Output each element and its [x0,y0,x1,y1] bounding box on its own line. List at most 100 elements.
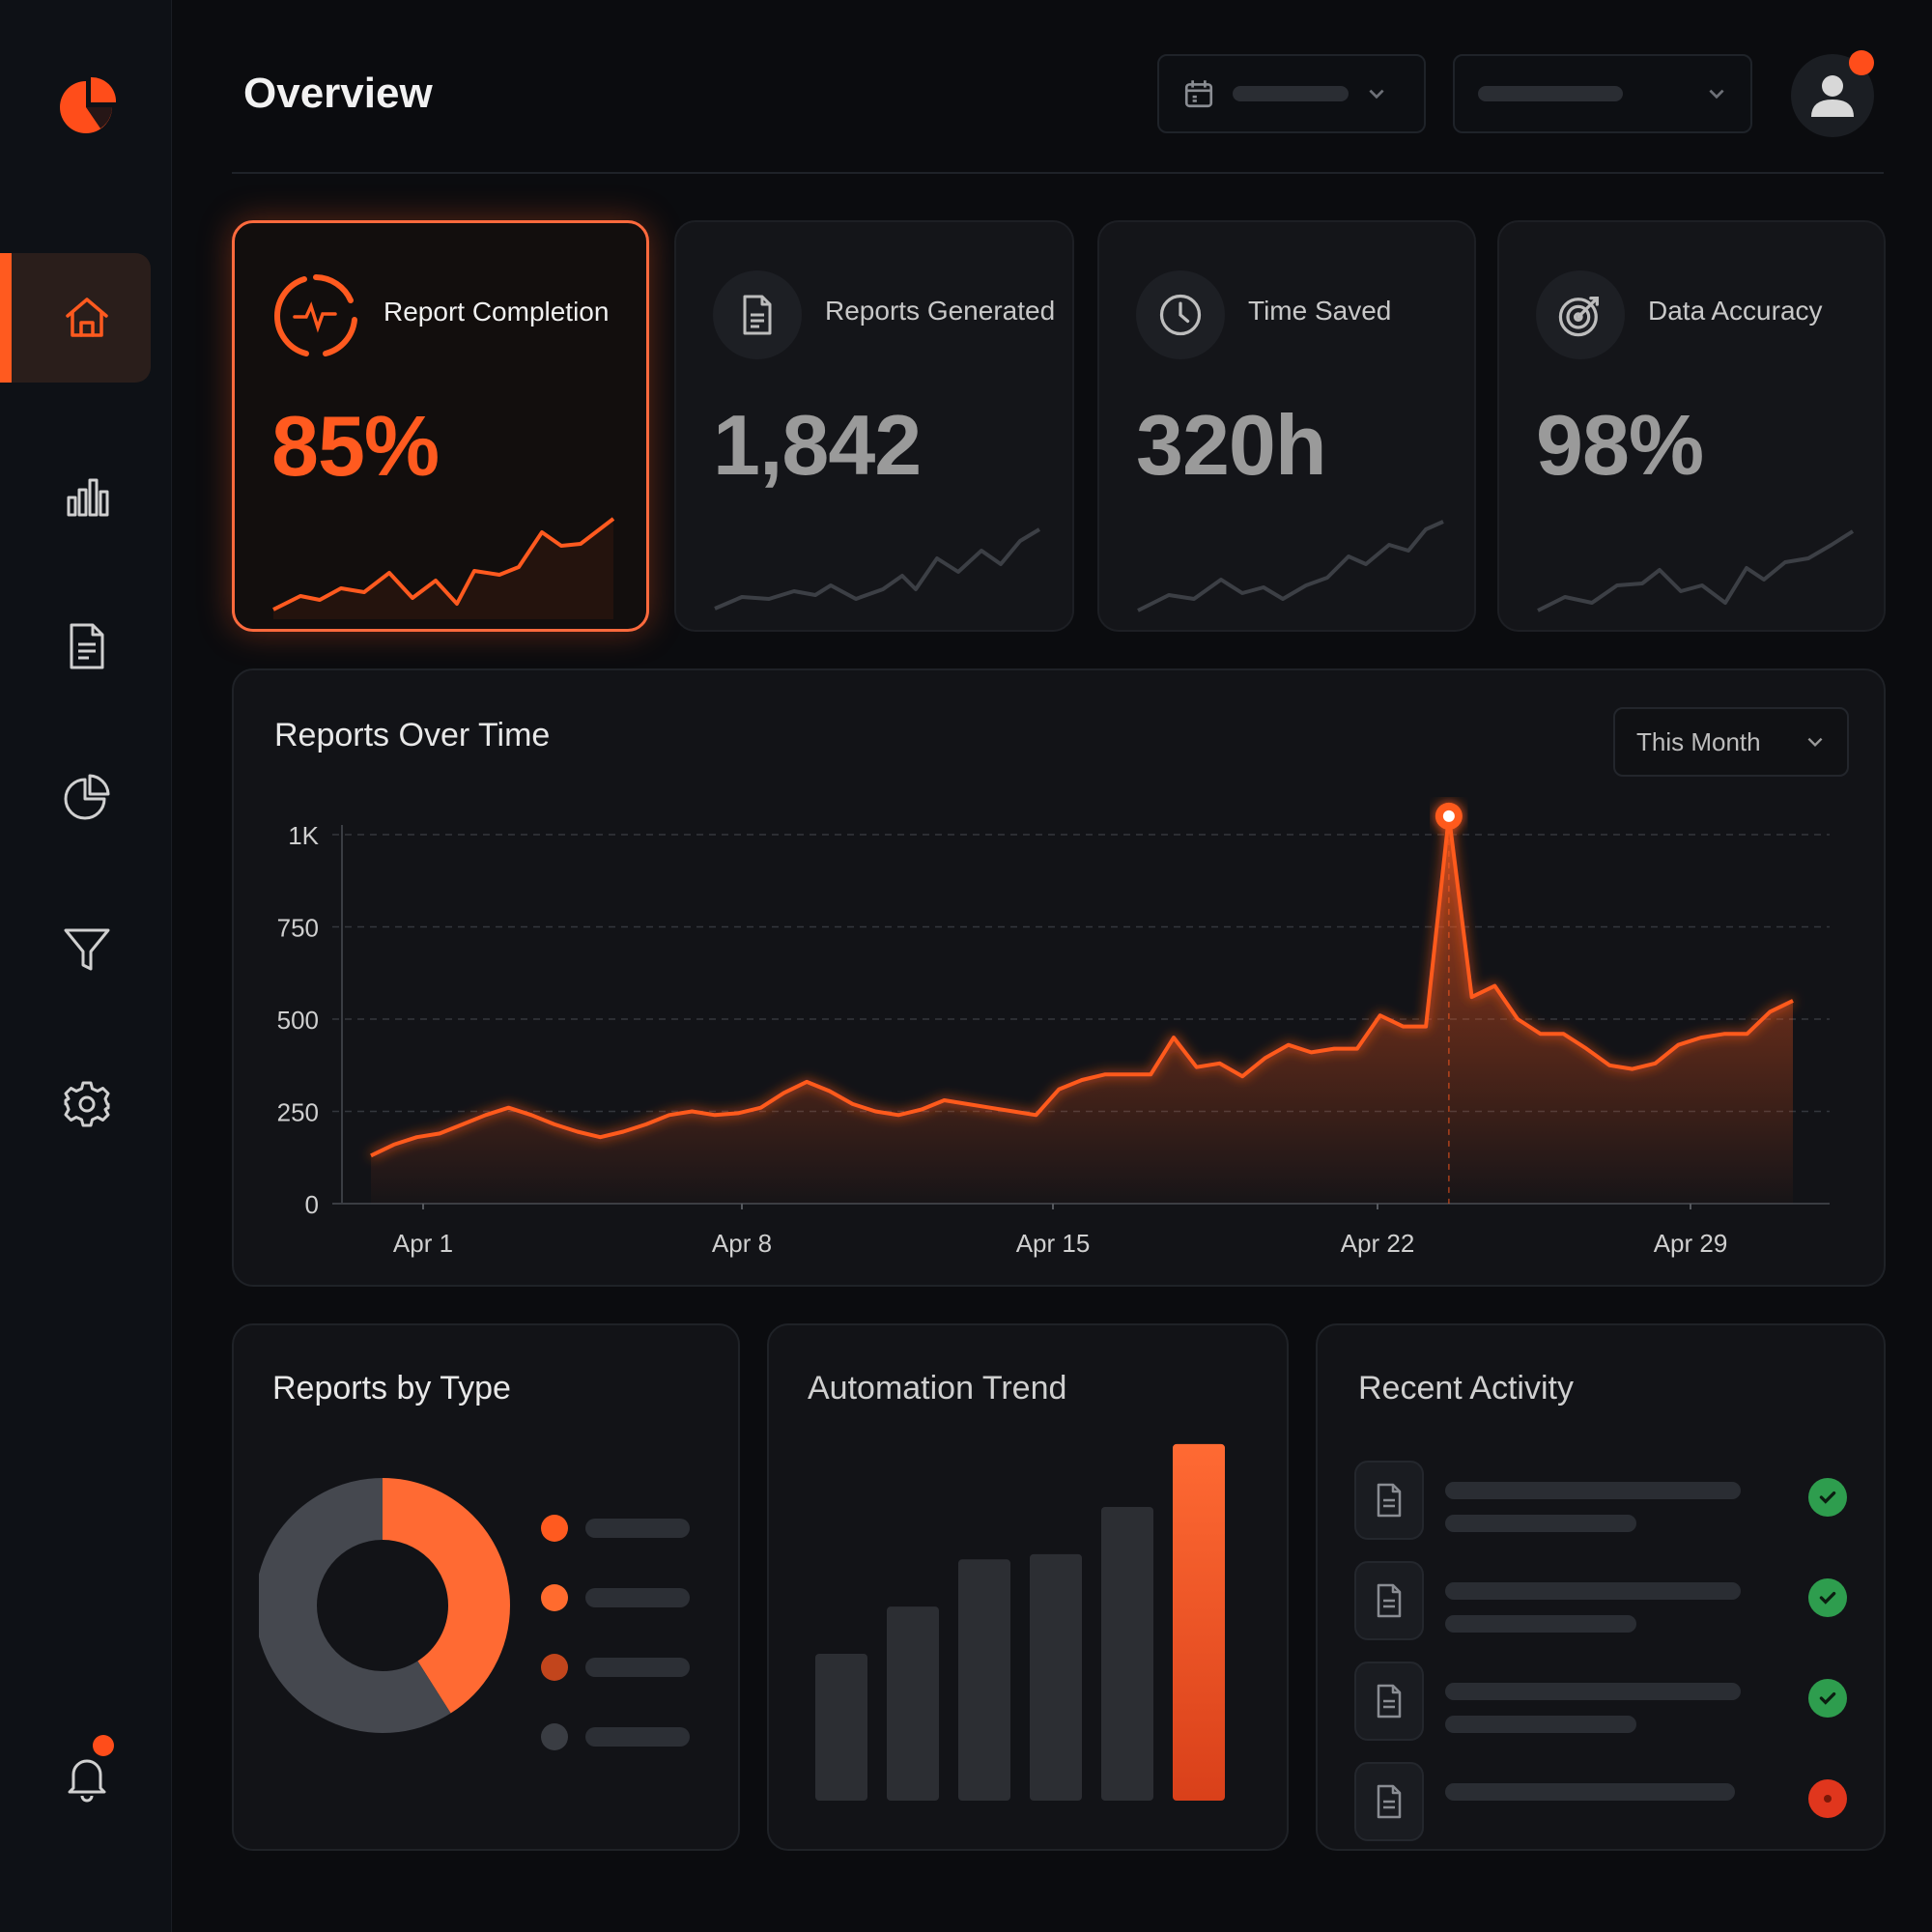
filter-icon [64,928,110,971]
donut-slice[interactable] [259,1478,510,1733]
notifications-button[interactable] [0,1712,151,1841]
y-tick-label: 1K [288,821,319,850]
sparkline-chart [1137,520,1444,612]
sidebar [0,0,172,1932]
recent-activity-card: Recent Activity [1316,1323,1886,1851]
filter-select[interactable] [1453,54,1752,133]
kpi-icon-wrapper [1536,270,1625,359]
activity-item[interactable] [1354,1561,1424,1640]
pie-logo-icon [60,76,117,133]
status-success-badge [1808,1679,1847,1718]
date-range-select[interactable] [1157,54,1426,133]
reports-line-chart: 0 250 500 750 1K Apr 1 Apr 8 Apr 15 Apr 22 Apr 29 [277,802,1830,1258]
document-icon [1377,1583,1402,1618]
kpi-card-time-saved[interactable]: Time Saved 320h [1097,220,1476,632]
status-success-badge [1808,1478,1847,1517]
y-tick-label: 500 [277,1006,319,1035]
card-title: Reports by Type [272,1370,511,1406]
date-range-placeholder [1233,86,1349,101]
legend-label-placeholder [585,1658,690,1677]
document-icon [70,623,104,669]
x-tick-label: Apr 1 [393,1229,453,1258]
kpi-card-reports-generated[interactable]: Reports Generated 1,842 [674,220,1074,632]
kpi-value: 320h [1136,397,1327,493]
y-tick-label: 750 [277,914,319,943]
x-tick-label: Apr 22 [1341,1229,1415,1258]
kpi-value: 85% [271,398,440,494]
kpi-card-data-accuracy[interactable]: Data Accuracy 98% [1497,220,1886,632]
sidebar-item-analytics[interactable] [0,431,151,560]
activity-item[interactable] [1354,1662,1424,1741]
kpi-icon-wrapper [271,271,360,360]
bar-highlight[interactable] [1173,1443,1225,1801]
activity-title-placeholder [1445,1683,1741,1700]
activity-title-placeholder [1445,1482,1741,1499]
status-error-badge [1808,1779,1847,1818]
card-title: Recent Activity [1358,1370,1574,1406]
y-tick-label: 0 [305,1190,319,1219]
activity-item[interactable] [1354,1762,1424,1841]
sidebar-item-settings[interactable] [0,1039,151,1169]
bell-icon [68,1759,106,1803]
check-icon [1819,1491,1836,1504]
sidebar-item-insights[interactable] [0,732,151,862]
kpi-icon-wrapper [1136,270,1225,359]
kpi-value: 1,842 [713,397,922,493]
sidebar-item-reports[interactable] [0,582,151,711]
activity-subtitle-placeholder [1445,1716,1636,1733]
reports-by-type-card: Reports by Type [232,1323,740,1851]
bar[interactable] [815,1654,867,1801]
home-icon [66,298,108,337]
bar[interactable] [1030,1553,1082,1801]
legend-dot [541,1584,568,1611]
sparkline-chart [714,527,1041,611]
notification-badge [93,1735,114,1756]
bar[interactable] [887,1606,939,1801]
sidebar-item-home[interactable] [0,253,151,383]
sidebar-item-filters[interactable] [0,885,151,1014]
clock-icon [1159,294,1202,336]
document-icon [1377,1684,1402,1719]
kpi-label: Reports Generated [825,296,1056,326]
header-divider [232,172,1884,174]
document-icon [1377,1784,1402,1819]
legend-label-placeholder [585,1588,690,1607]
bar[interactable] [1101,1507,1153,1801]
sparkline-chart [1537,529,1855,612]
kpi-label: Time Saved [1248,296,1392,326]
avatar-badge [1849,50,1874,75]
peak-point-center [1442,810,1455,822]
activity-title-placeholder [1445,1582,1741,1600]
check-icon [1819,1591,1836,1605]
document-icon [743,295,772,335]
x-tick-label: Apr 15 [1016,1229,1091,1258]
x-tick-label: Apr 8 [712,1229,772,1258]
check-icon [1819,1691,1836,1705]
document-icon [1377,1483,1402,1518]
reports-over-time-card: Reports Over Time This Month 0 250 500 750 1… [232,668,1886,1287]
card-title: Automation Trend [808,1370,1067,1406]
x-tick-label: Apr 29 [1654,1229,1728,1258]
pie-chart-icon [64,774,110,820]
calendar-icon [1184,80,1213,108]
legend-dot [541,1654,568,1681]
bar-chart-icon [67,478,109,517]
user-icon [1811,75,1854,117]
bar[interactable] [958,1559,1010,1801]
automation-trend-card: Automation Trend [767,1323,1289,1851]
kpi-card-report-completion[interactable]: Report Completion 85% [232,220,649,632]
activity-item[interactable] [1354,1461,1424,1540]
target-icon [1558,297,1599,337]
activity-subtitle-placeholder [1445,1515,1636,1532]
series-area [371,815,1793,1204]
app-logo[interactable] [54,75,118,139]
time-range-label: This Month [1636,726,1761,756]
filter-select-placeholder [1478,86,1623,101]
activity-title-placeholder [1445,1783,1735,1801]
page-title: Overview [243,70,433,117]
automation-bar-chart [815,1443,1225,1801]
chevron-down-icon [1709,89,1724,99]
chevron-down-icon [1369,89,1384,99]
status-success-badge [1808,1578,1847,1617]
time-range-select[interactable]: This Month [1613,707,1849,777]
